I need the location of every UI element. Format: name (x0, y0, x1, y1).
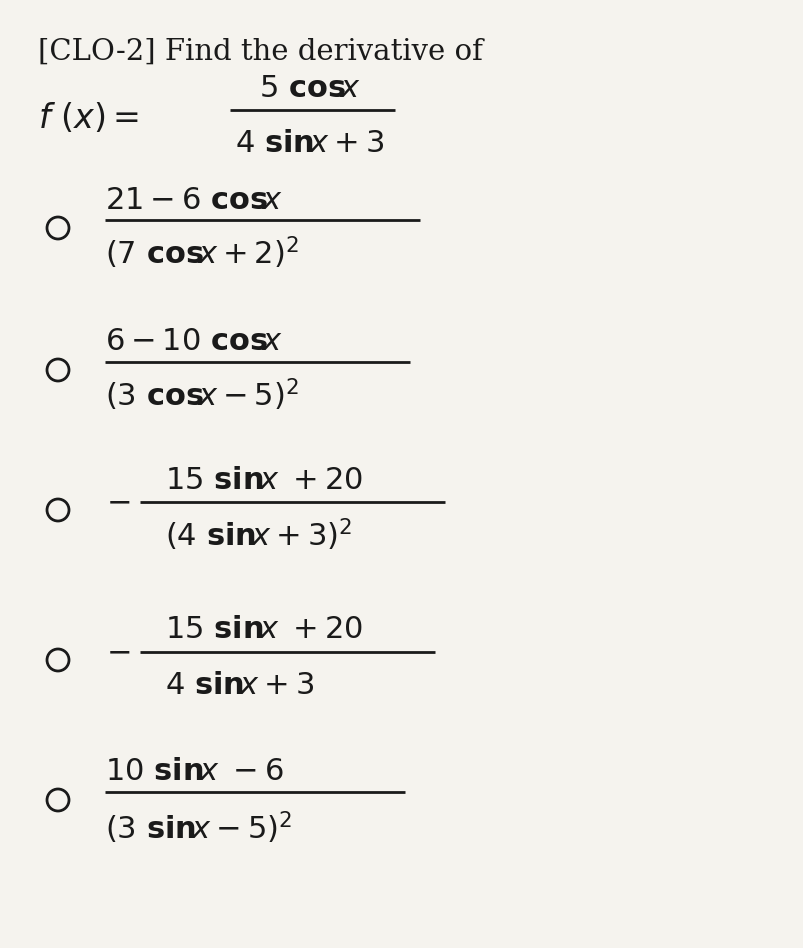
Text: $f\ (x) =$: $f\ (x) =$ (38, 101, 139, 135)
Text: [CLO-2] Find the derivative of: [CLO-2] Find the derivative of (38, 38, 483, 66)
Text: $-$: $-$ (106, 636, 130, 667)
Text: $5\ \mathbf{cos}\!\mathit{x}$: $5\ \mathbf{cos}\!\mathit{x}$ (259, 72, 361, 103)
Text: $4\ \mathbf{sin}\!\mathit{x} + 3$: $4\ \mathbf{sin}\!\mathit{x} + 3$ (165, 669, 314, 701)
Text: $15\ \mathbf{sin}\!\mathit{x}\ +20$: $15\ \mathbf{sin}\!\mathit{x}\ +20$ (165, 614, 363, 646)
Text: $6 - 10\ \mathbf{cos}\!\mathit{x}$: $6 - 10\ \mathbf{cos}\!\mathit{x}$ (105, 326, 283, 357)
Text: $15\ \mathbf{sin}\!\mathit{x}\ +20$: $15\ \mathbf{sin}\!\mathit{x}\ +20$ (165, 465, 363, 496)
Text: $(4\ \mathbf{sin}\!\mathit{x} + 3)^2$: $(4\ \mathbf{sin}\!\mathit{x} + 3)^2$ (165, 517, 352, 554)
Text: $4\ \mathbf{sin}\!\mathit{x} + 3$: $4\ \mathbf{sin}\!\mathit{x} + 3$ (235, 127, 384, 158)
Text: $-$: $-$ (106, 486, 130, 518)
Text: $( 7\ \mathbf{cos}\!\mathit{x} + 2)^2$: $( 7\ \mathbf{cos}\!\mathit{x} + 2)^2$ (105, 235, 299, 271)
Text: $21 - 6\ \mathbf{cos}\!\mathit{x}$: $21 - 6\ \mathbf{cos}\!\mathit{x}$ (105, 185, 283, 215)
Text: $(3\ \mathbf{sin}\!\mathit{x} - 5)^2$: $(3\ \mathbf{sin}\!\mathit{x} - 5)^2$ (105, 810, 291, 847)
Text: $(3\ \mathbf{cos}\!\mathit{x} - 5)^2$: $(3\ \mathbf{cos}\!\mathit{x} - 5)^2$ (105, 376, 299, 413)
Text: $10\ \mathbf{sin}\!\mathit{x}\ -6$: $10\ \mathbf{sin}\!\mathit{x}\ -6$ (105, 757, 283, 788)
